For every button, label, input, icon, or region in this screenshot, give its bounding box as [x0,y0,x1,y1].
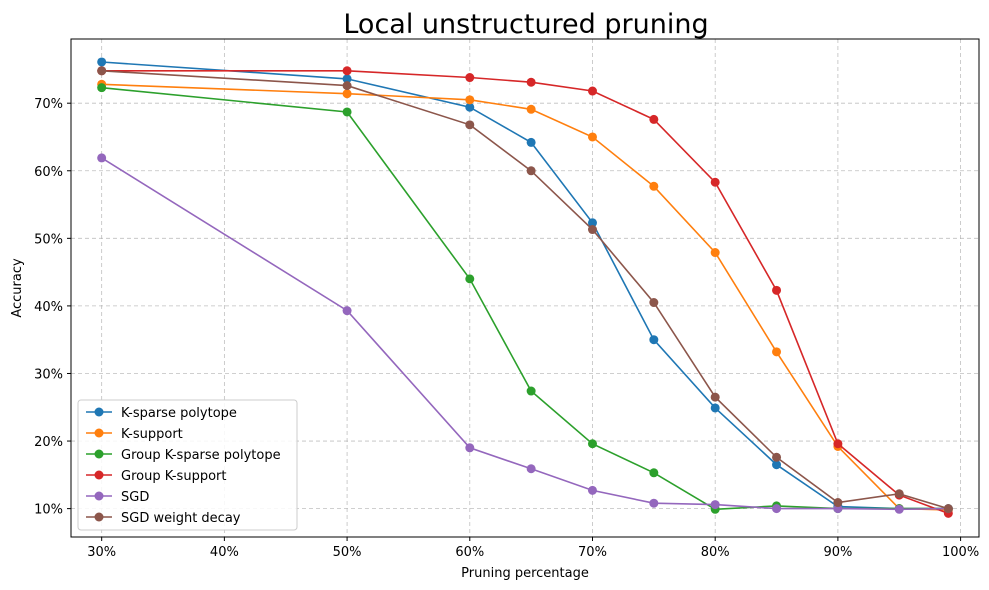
data-point [772,347,782,357]
x-tick-label: 30% [87,545,116,560]
data-point [649,468,659,478]
data-point [587,225,597,235]
data-point [465,95,475,105]
data-point [97,57,107,67]
data-point [649,114,659,124]
data-point [465,73,475,83]
data-point [342,306,352,316]
data-point [649,181,659,191]
legend-item: SGD weight decay [86,511,241,526]
data-point [342,89,352,99]
data-point [710,500,720,510]
x-tick-label: 40% [210,545,239,560]
x-tick-label: 60% [455,545,484,560]
data-point [342,107,352,117]
legend-marker [94,428,104,438]
data-point [772,460,782,470]
legend-marker [94,512,104,522]
y-tick-label: 30% [34,367,63,382]
legend-item: K-support [86,427,183,442]
data-point [772,285,782,295]
legend-item: Group K-sparse polytope [86,448,281,463]
legend-label: Group K-support [121,469,226,484]
legend-label: K-support [121,427,183,442]
data-point [465,102,475,112]
data-point [833,439,843,449]
data-point [342,66,352,76]
legend-marker [94,449,104,459]
plot-frame [70,38,980,538]
legend: K-sparse polytope K-support Group K-sparse… [77,399,298,531]
data-point [587,439,597,449]
data-point [526,104,536,114]
data-point [649,498,659,508]
data-point [833,498,843,508]
data-point [526,137,536,147]
y-tick-label: 60% [34,165,63,180]
y-tick-label: 20% [34,435,63,450]
legend-label: SGD weight decay [121,511,241,526]
legend-label: K-sparse polytope [121,406,237,421]
y-axis-label: Accuracy [10,258,25,318]
data-point [465,120,475,130]
legend-label: SGD [121,490,149,505]
series-layer [97,57,953,518]
data-point [710,248,720,258]
data-point [710,177,720,187]
data-point [710,392,720,402]
legend-frame [77,399,298,531]
legend-marker [94,407,104,417]
data-point [772,504,782,514]
x-tick-label: 100% [942,545,979,560]
data-point [587,218,597,228]
x-axis-label: Pruning percentage [461,566,589,581]
data-point [649,298,659,308]
y-tick-label: 10% [34,503,63,518]
data-point [894,489,904,499]
data-point [943,504,953,514]
data-point [587,86,597,96]
y-tick-label: 50% [34,232,63,247]
data-point [649,335,659,345]
data-point [526,77,536,87]
data-point [710,403,720,413]
legend-item: K-sparse polytope [86,406,237,421]
data-point [587,485,597,495]
data-point [526,464,536,474]
chart-title: Local unstructured pruning [343,9,708,40]
x-tick-label: 90% [823,545,852,560]
data-point [342,74,352,84]
data-point [97,153,107,163]
data-point [342,81,352,91]
legend-item: SGD [86,490,149,505]
data-point [772,452,782,462]
data-point [526,166,536,176]
x-tick-label: 50% [333,545,362,560]
legend-marker [94,491,104,501]
x-axis: 30% 40% 50% 60% 70% 80% 90% 100% [87,537,979,560]
data-point [97,83,107,93]
x-tick-label: 70% [578,545,607,560]
data-point [465,274,475,284]
y-axis: 10% 20% 30% 40% 50% 60% 70% [34,97,71,518]
data-point [97,66,107,76]
data-point [526,386,536,396]
legend-label: Group K-sparse polytope [121,448,281,463]
y-tick-label: 70% [34,97,63,112]
data-point [894,504,904,514]
data-point [587,132,597,142]
y-tick-label: 40% [34,300,63,315]
x-tick-label: 80% [701,545,730,560]
legend-marker [94,470,104,480]
series-5 [97,66,953,514]
data-point [465,443,475,453]
legend-item: Group K-support [86,469,226,484]
